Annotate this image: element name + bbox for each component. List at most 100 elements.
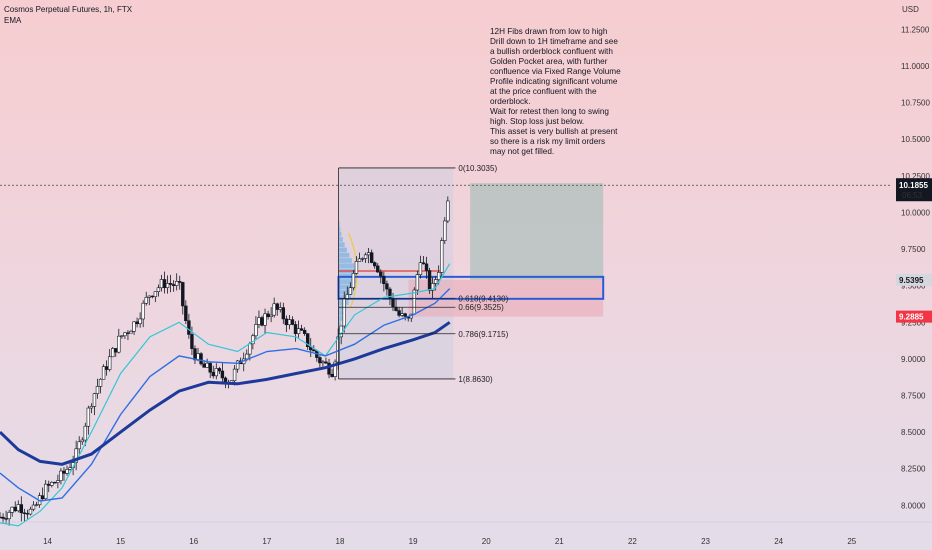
price-tick-label: 9.5000 — [901, 282, 926, 291]
candle-up — [74, 448, 78, 463]
candle-up — [165, 283, 170, 289]
candle-down — [312, 349, 316, 352]
indicator-label[interactable]: EMA — [4, 16, 22, 25]
candle-up — [345, 294, 349, 300]
candle-down — [260, 317, 264, 326]
candle-up — [366, 252, 371, 256]
candle-up — [89, 406, 94, 409]
candle-up — [7, 512, 11, 520]
candle-up — [205, 362, 209, 368]
candle-down — [171, 284, 176, 286]
price-tick-label: 11.2500 — [901, 25, 930, 34]
candle-up — [111, 348, 115, 358]
candle-down — [327, 362, 331, 375]
symbol-title[interactable]: Cosmos Perpetual Futures, 1h, FTX — [4, 5, 133, 14]
candle-down — [184, 305, 188, 322]
ema-dark-line — [0, 321, 451, 466]
price-axis[interactable]: USD8.00008.25008.50008.75009.00009.25009… — [892, 0, 932, 550]
candle-up — [254, 324, 258, 337]
candle-up — [120, 335, 124, 337]
candle-down — [379, 271, 383, 277]
candle-up — [31, 504, 36, 510]
candle-up — [98, 378, 103, 387]
candle-up — [10, 506, 14, 513]
target-zone — [470, 183, 604, 280]
candle-down — [114, 348, 118, 353]
time-tick-label: 21 — [555, 537, 564, 546]
price-tick-label: 10.0000 — [901, 208, 930, 217]
volume-profile-bar — [338, 326, 340, 332]
time-axis[interactable]: 14 15 16 17 18 19 20 21 22 23 24 25 — [0, 521, 932, 546]
fib-level-label: 0.786(9.1715) — [458, 330, 508, 339]
price-tick-label: 9.2500 — [901, 318, 926, 327]
candle-down — [202, 363, 206, 368]
candle-up — [415, 274, 420, 291]
candle-up — [333, 361, 337, 377]
fib-level-label: 1(8.8630) — [458, 375, 493, 384]
candle-up — [156, 287, 161, 292]
candle-down — [318, 357, 322, 364]
time-tick-label: 22 — [628, 537, 637, 546]
chart-header: Cosmos Perpetual Futures, 1h, FTX EMA — [4, 4, 132, 26]
volume-profile-bar — [338, 289, 354, 295]
candle-down — [324, 361, 328, 364]
candle-up — [269, 314, 273, 317]
price-tick-label: 9.7500 — [901, 245, 926, 254]
ema-blue-line — [0, 288, 451, 502]
candle-down — [382, 275, 386, 285]
candle-down — [25, 513, 30, 515]
candle-up — [86, 407, 91, 427]
price-tick-label: 8.2500 — [901, 465, 926, 474]
candle-down — [53, 482, 57, 484]
candle-down — [220, 370, 225, 379]
candle-down — [373, 262, 377, 267]
candle-up — [430, 283, 435, 291]
drawing-layer — [337, 167, 605, 379]
candle-up — [272, 303, 276, 316]
candle-up — [95, 386, 100, 394]
candle-up — [351, 273, 356, 289]
volume-profile-bar — [338, 279, 357, 284]
candle-up — [342, 298, 346, 327]
price-marker-badge — [896, 310, 932, 323]
price-tick-label: 9.0000 — [901, 355, 926, 364]
candle-down — [397, 310, 401, 316]
candle-up — [92, 393, 97, 407]
bar-countdown-label: 06:53 — [902, 191, 923, 200]
price-marker-label: 9.2885 — [899, 313, 924, 322]
candle-down — [178, 281, 182, 283]
price-tick-label: 10.2500 — [901, 172, 930, 181]
current-price-badge — [896, 178, 932, 202]
candle-up — [363, 254, 368, 259]
candle-down — [302, 329, 307, 334]
candle-down — [208, 362, 212, 373]
candle-up — [263, 313, 267, 326]
candle-up — [129, 331, 133, 334]
candle-down — [275, 303, 279, 310]
candle-up — [83, 425, 88, 441]
candle-up — [321, 361, 325, 364]
volume-profile-bar — [338, 247, 347, 253]
fib-level-label: 0(10.3035) — [458, 164, 497, 173]
candle-down — [266, 313, 270, 317]
volume-profile-bar — [338, 226, 341, 232]
candle-up — [257, 317, 261, 325]
candle-down — [394, 306, 398, 311]
candle-up — [56, 480, 60, 483]
candle-down — [13, 506, 17, 512]
candle-up — [412, 289, 417, 315]
currency-label: USD — [902, 5, 919, 14]
candle-down — [299, 328, 304, 331]
candle-up — [357, 258, 362, 262]
volume-profile-bar — [338, 263, 355, 269]
candle-up — [443, 220, 447, 241]
candle-up — [138, 318, 142, 325]
candle-down — [62, 470, 66, 474]
candle-down — [1, 516, 5, 519]
price-tick-label: 10.5000 — [901, 135, 930, 144]
time-tick-label: 18 — [336, 537, 345, 546]
candle-up — [159, 279, 164, 289]
volume-profile-bar — [338, 242, 345, 248]
time-tick-label: 15 — [116, 537, 125, 546]
